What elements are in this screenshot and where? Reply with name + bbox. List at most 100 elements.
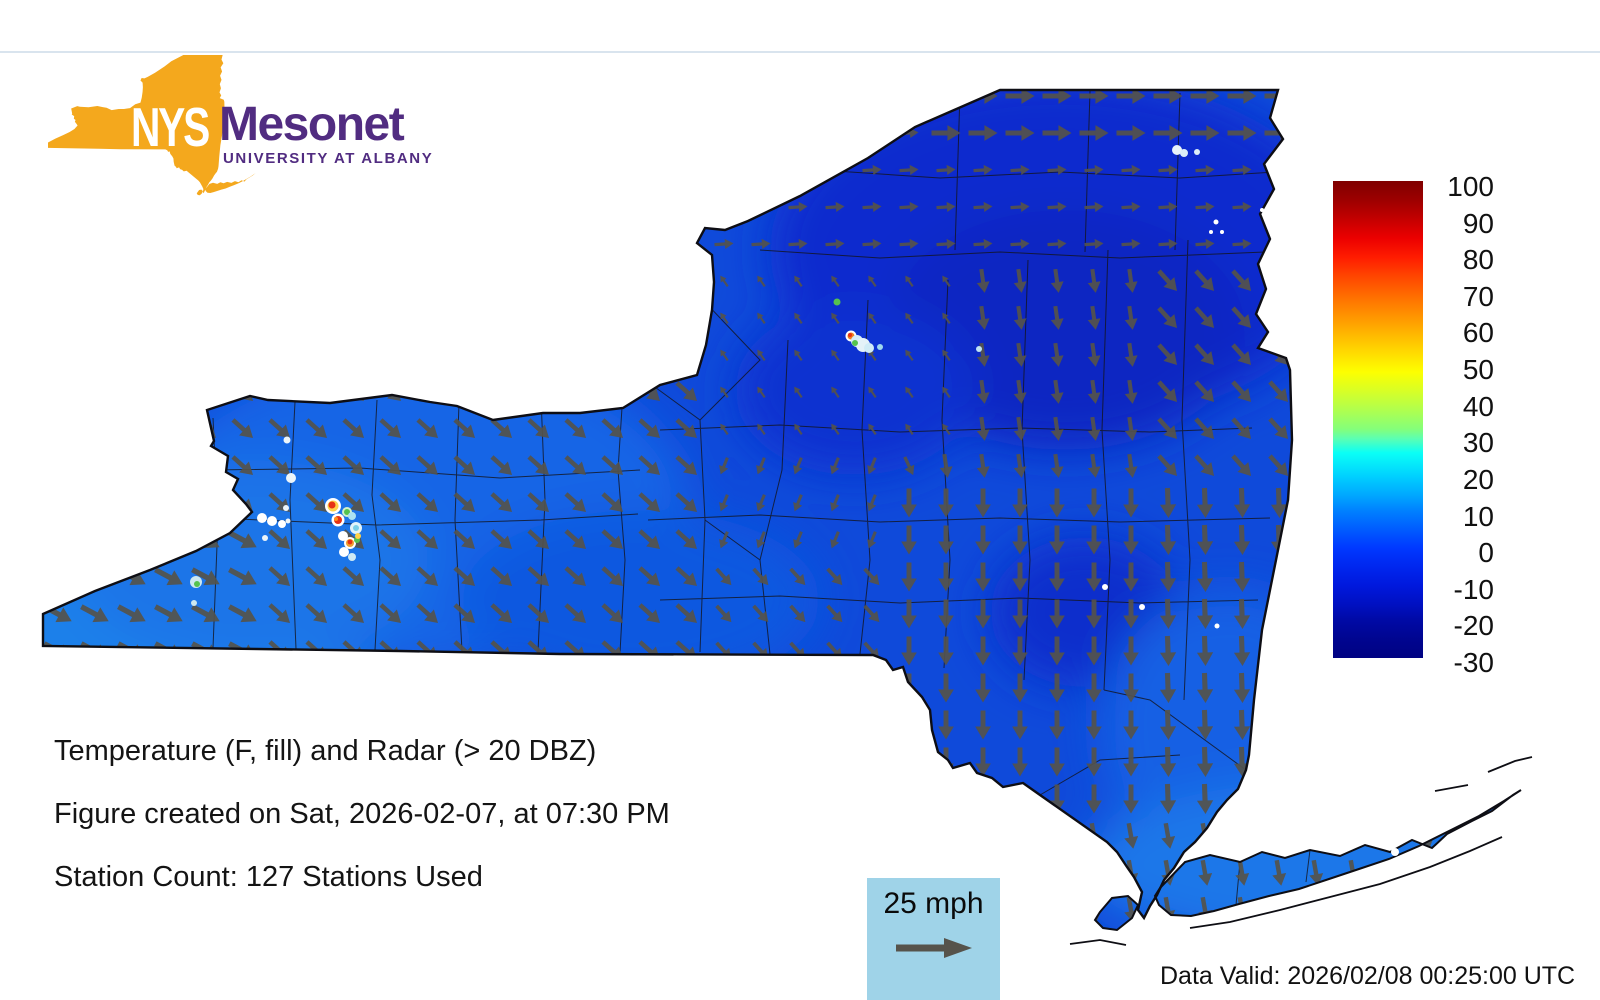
wind-arrow — [1269, 201, 1289, 213]
wind-arrow — [83, 381, 106, 402]
wind-arrow — [1268, 269, 1289, 292]
wind-arrow — [527, 566, 550, 587]
wind-arrow — [1384, 678, 1396, 698]
wind-arrow — [644, 234, 656, 254]
wind-arrow — [194, 455, 217, 476]
colorbar-tick: 40 — [1462, 391, 1494, 422]
wind-arrow — [533, 197, 545, 217]
wind-arrow — [1196, 746, 1214, 777]
wind-arrow — [1079, 90, 1109, 104]
wind-arrow — [52, 308, 64, 328]
wind-arrow — [1051, 826, 1063, 846]
wind-arrow — [490, 455, 513, 476]
colorbar-tick: 0 — [1478, 537, 1494, 568]
wind-arrow — [234, 936, 252, 959]
colorbar-tick: 50 — [1462, 354, 1494, 385]
radar-cell — [344, 509, 350, 515]
wind-arrow — [755, 900, 767, 920]
wind-arrow — [1051, 863, 1063, 883]
wind-arrow — [496, 308, 508, 328]
wind-arrow — [533, 308, 545, 328]
wind-arrow — [752, 604, 769, 623]
wind-arrow — [1232, 201, 1252, 213]
wind-arrow — [718, 789, 730, 809]
wind-arrow — [570, 271, 582, 291]
wind-arrow — [89, 234, 101, 254]
wind-arrow — [1384, 160, 1396, 180]
wind-arrow — [1005, 125, 1035, 141]
wind-arrow — [1196, 598, 1214, 629]
radar-cell — [353, 525, 359, 531]
wind-arrow — [1272, 822, 1287, 849]
wind-arrow — [1121, 238, 1141, 250]
wind-arrow — [1158, 164, 1178, 176]
wind-arrow — [1269, 164, 1289, 176]
wind-arrow — [757, 275, 766, 287]
wind-arrow — [1347, 752, 1359, 772]
wind-arrow — [866, 752, 878, 772]
wind-arrow — [345, 936, 363, 959]
radar-cell — [1260, 208, 1264, 212]
wind-arrow — [1159, 783, 1177, 814]
radar-cell — [1214, 623, 1220, 629]
wind-arrow — [1227, 125, 1257, 141]
wind-arrow — [607, 678, 619, 698]
wind-arrow — [1233, 933, 1251, 961]
wind-arrow — [422, 345, 434, 365]
wind-arrow — [938, 488, 954, 518]
wind-arrow — [1005, 90, 1035, 104]
wind-arrow — [1050, 453, 1064, 478]
wind-arrow — [1013, 268, 1027, 293]
wind-arrow — [1270, 598, 1288, 629]
wind-arrow — [868, 386, 877, 398]
wind-arrow — [157, 492, 180, 513]
wind-arrow — [268, 455, 291, 476]
wind-arrow — [453, 455, 476, 476]
wind-arrow — [1195, 201, 1215, 213]
wind-arrow — [942, 349, 951, 361]
wind-arrow — [829, 715, 841, 735]
wind-arrow — [1042, 125, 1072, 141]
wind-arrow — [1012, 673, 1028, 703]
colorbar-tick: 80 — [1462, 244, 1494, 275]
wind-arrow — [788, 238, 808, 250]
colorbar-tick: 60 — [1462, 317, 1494, 348]
wind-arrow — [348, 715, 360, 735]
wind-arrow — [831, 275, 840, 287]
wind-arrow — [567, 936, 585, 959]
wind-arrow — [1384, 123, 1396, 143]
wind-arrow — [975, 525, 991, 555]
wind-arrow — [1495, 493, 1507, 513]
wind-arrow — [1121, 164, 1141, 176]
wind-arrow — [1153, 90, 1183, 104]
wind-arrow — [830, 531, 840, 549]
wind-arrow — [1124, 305, 1138, 330]
wind-arrow — [348, 234, 360, 254]
wind-arrow — [757, 423, 766, 435]
wind-arrow — [825, 201, 845, 213]
wind-arrow — [644, 160, 656, 180]
wind-arrow — [720, 312, 729, 324]
wind-arrow — [52, 271, 64, 291]
wind-arrow — [1086, 562, 1102, 592]
radar-cell — [1102, 584, 1108, 590]
wind-arrow — [976, 379, 990, 404]
wind-arrow — [200, 271, 212, 291]
wind-arrow — [89, 90, 101, 106]
wind-arrow — [1079, 125, 1109, 141]
wind-arrow — [237, 345, 249, 365]
wind-arrow — [675, 529, 698, 550]
wind-arrow — [1270, 709, 1288, 740]
wind-arrow — [1049, 636, 1065, 666]
wind-arrow — [976, 268, 990, 293]
wind-arrow — [938, 599, 954, 629]
radar-cell — [347, 539, 353, 545]
wind-arrow — [228, 567, 257, 586]
wind-arrow — [533, 715, 545, 735]
radar-cell — [267, 516, 277, 526]
wind-arrow — [1086, 747, 1102, 777]
wind-arrow — [1087, 379, 1101, 404]
wind-arrow — [720, 386, 729, 398]
radar-cell — [257, 513, 267, 523]
wind-arrow — [89, 160, 101, 180]
